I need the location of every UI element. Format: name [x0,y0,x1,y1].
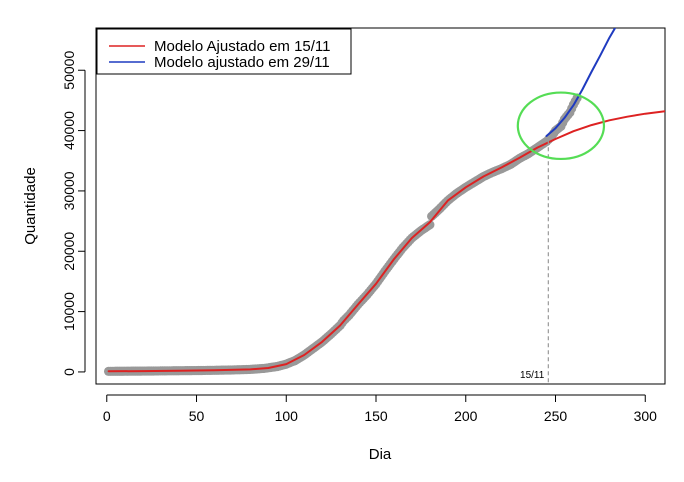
highlight-ellipse [516,91,606,161]
plot-area [95,27,666,385]
reference-vline-label: 15/11 [520,370,545,381]
data-point [425,220,435,230]
legend-box [96,28,352,75]
x-tick-label: 50 [189,408,205,424]
series-line-modelo-29-11 [545,28,617,137]
y-axis: 0 10000 20000 30000 40000 50000 [61,51,86,376]
x-axis-title: Dia [369,446,392,463]
y-tick-label: 20000 [61,232,77,271]
y-axis-title: Quantidade [22,167,39,245]
x-tick-label: 300 [634,408,658,424]
y-tick-label: 30000 [61,171,77,210]
data-layer [103,28,665,376]
x-tick-label: 150 [364,408,388,424]
plot-frame [95,27,666,385]
y-tick-label: 0 [61,368,77,376]
series-line-modelo-15-11 [107,110,665,373]
legend: Modelo Ajustado em 15/11 Modelo ajustado… [96,28,352,75]
x-tick-label: 250 [544,408,568,424]
x-tick-label: 200 [454,408,478,424]
x-tick-label: 0 [103,408,111,424]
x-tick-label: 100 [275,408,299,424]
x-axis: 0 50 100 150 200 250 300 [103,394,658,424]
y-tick-label: 50000 [61,51,77,90]
legend-label-red: Modelo Ajustado em 15/11 [154,38,331,55]
y-tick-label: 40000 [61,111,77,150]
legend-label-blue: Modelo ajustado em 29/11 [154,54,330,71]
observed-points [103,93,582,376]
annotation-layer: 15/11 [516,91,606,384]
y-tick-label: 10000 [61,292,77,331]
